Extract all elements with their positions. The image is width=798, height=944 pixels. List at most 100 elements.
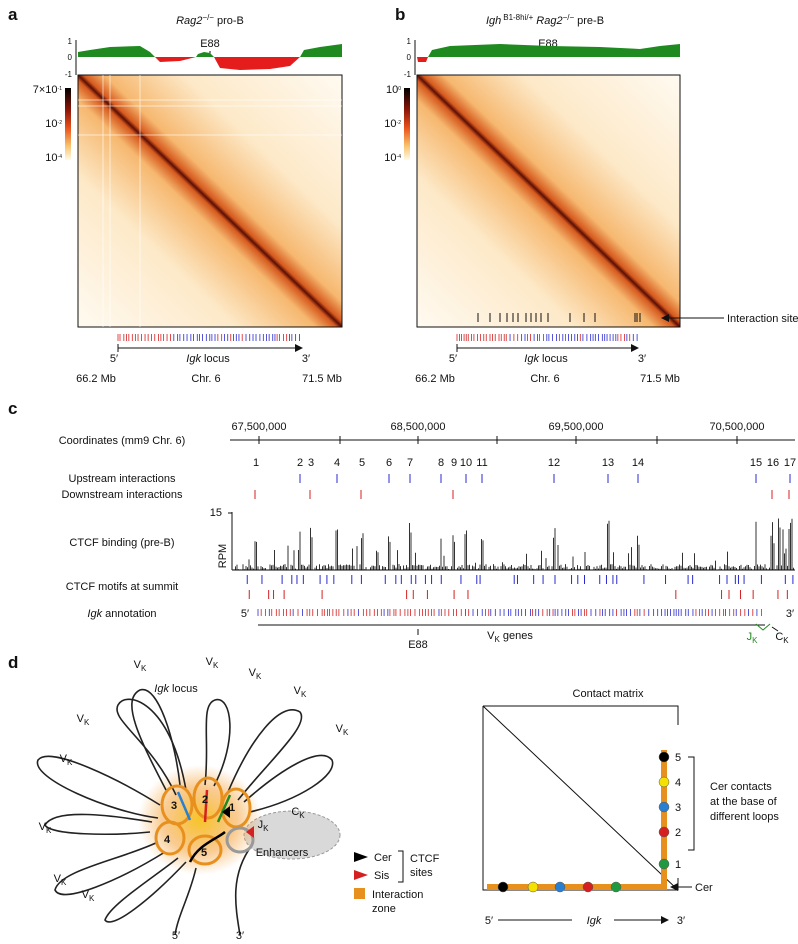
three-prime: 3′ (302, 353, 310, 365)
gene: Igk (87, 608, 102, 620)
subscript: K (61, 878, 67, 887)
five-prime: 5′ (110, 353, 118, 365)
coord-label: 70,500,000 (709, 421, 764, 433)
matrix-bracket (688, 756, 695, 851)
colorbar-base: 7×10 (33, 84, 58, 96)
locus-word: locus (204, 353, 230, 365)
matrix-note: different loops (710, 811, 779, 823)
five-prime: 5′ (172, 930, 180, 942)
contact-dot (554, 881, 566, 893)
axis-left: 66.2 Mb (415, 373, 455, 385)
site-number: 11 (476, 457, 487, 469)
contact-dot (610, 881, 622, 893)
subscript: K (783, 636, 789, 645)
matrix-three: 3′ (677, 915, 685, 927)
panel-letter: b (395, 5, 405, 24)
colorbar-label: 100 (386, 84, 401, 96)
jk-label: JK (747, 631, 759, 645)
axis-center: Chr. 6 (530, 373, 559, 385)
colorbar-label: 10-4 (45, 152, 62, 164)
row-label: CTCF binding (pre-B) (69, 537, 174, 549)
matrix-frame (482, 705, 679, 891)
axis-center: Chr. 6 (191, 373, 220, 385)
matrix-note: at the base of (710, 796, 778, 808)
v: V (82, 889, 90, 901)
v: V (249, 667, 257, 679)
vk-label: VK (77, 713, 90, 727)
interaction-zones (154, 776, 255, 866)
locus-word: locus (172, 683, 198, 695)
v: V (294, 685, 302, 697)
contact-dot (658, 826, 670, 838)
site-number: 13 (602, 457, 614, 469)
legend-sis-marker (354, 870, 368, 880)
colorbar-label: 10-2 (45, 118, 62, 130)
heatmap (77, 74, 343, 328)
track-negative (417, 57, 428, 62)
contact-dot (527, 881, 539, 893)
superscript: B1-8hi/+ (503, 13, 533, 22)
contact-dot (658, 776, 670, 788)
colorbar-label: 10-4 (384, 152, 401, 164)
site-number: 6 (386, 457, 392, 469)
coord-label: 68,500,000 (390, 421, 445, 433)
cell-type: pre-B (577, 15, 604, 27)
jk-bracket (755, 623, 771, 631)
loop-number: 1 (229, 802, 235, 814)
coord-label: 69,500,000 (548, 421, 603, 433)
v: V (39, 821, 47, 833)
legend-sis: Sis (374, 870, 390, 882)
site-number: 7 (407, 457, 413, 469)
vk-label: VK (206, 656, 219, 670)
row-label: Downstream interactions (61, 489, 183, 501)
track-negative (155, 57, 300, 70)
ctcf-signal (233, 518, 794, 571)
locus-word: locus (542, 353, 568, 365)
subscript: K (213, 661, 219, 670)
track-positive (78, 44, 342, 57)
site-number: 10 (460, 457, 472, 469)
superscript: −/− (202, 13, 214, 22)
c: C (291, 806, 299, 818)
row-label: CTCF motifs at summit (66, 581, 178, 593)
five-prime: 5′ (241, 608, 249, 620)
matrix-title: Contact matrix (573, 688, 644, 700)
legend-cer: Cer (374, 852, 392, 864)
j: J (747, 631, 753, 643)
colorbar-exp: -1 (58, 86, 63, 92)
axis-right: 71.5 Mb (302, 373, 342, 385)
dot-number: 5 (675, 752, 681, 764)
colorbar-base: 10 (384, 152, 396, 164)
interaction-label: Interaction sites 1-17 (727, 313, 798, 325)
v: V (54, 873, 62, 885)
three-prime: 3′ (786, 608, 794, 620)
locus-label: Igk locus (524, 353, 568, 365)
v: V (77, 713, 85, 725)
colorbar-exp: -2 (397, 120, 402, 126)
contact-dot (658, 801, 670, 813)
colorbar-label: 10-2 (384, 118, 401, 130)
legend-bracket (398, 850, 404, 883)
vk-label: VK (294, 685, 307, 699)
e88-label: E88 (408, 639, 428, 651)
subscript: K (84, 718, 90, 727)
gene: Rag2 (536, 15, 562, 27)
superscript: −/− (563, 13, 575, 22)
subscript: K (263, 824, 269, 833)
annotation-word: annotation (105, 608, 156, 620)
track-tick-label: 1 (68, 37, 73, 46)
colorbar-label: 7×10-1 (33, 84, 62, 96)
loop-bases (176, 789, 232, 863)
loop-number: 3 (171, 800, 177, 812)
subscript: K (141, 664, 147, 673)
site-number: 4 (334, 457, 340, 469)
ctcf-max: 15 (210, 507, 222, 519)
vk-label: VK (54, 873, 67, 887)
three-prime: 3′ (236, 930, 244, 942)
site-number: 16 (767, 457, 779, 469)
v: V (487, 630, 495, 642)
subscript: K (495, 635, 501, 644)
site-number: 3 (308, 457, 314, 469)
genes-word: genes (503, 630, 533, 642)
